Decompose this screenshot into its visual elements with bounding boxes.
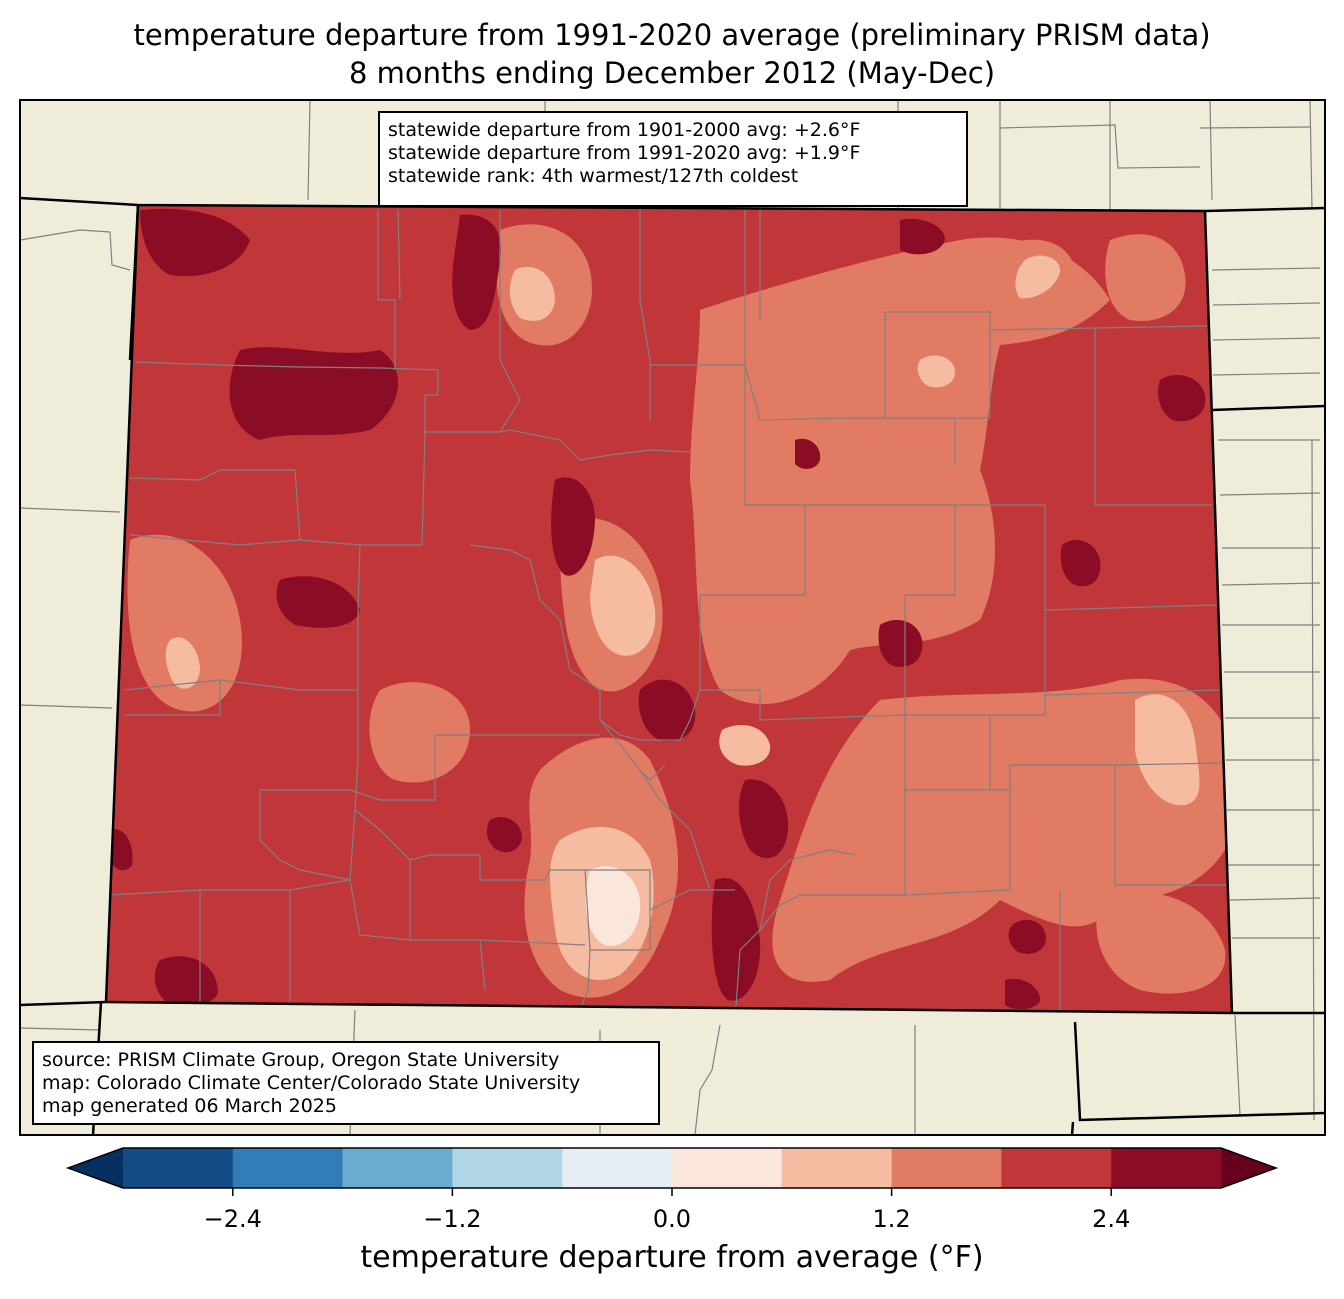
colorbar-extend-low [68, 1148, 123, 1188]
temperature-contours [108, 208, 1232, 1010]
colorbar-bin [123, 1148, 234, 1188]
contour-dark-sangre [711, 878, 761, 1001]
contour-dark-east-blob2 [878, 620, 923, 667]
colorbar-bin [562, 1148, 673, 1188]
credits-box: source: PRISM Climate Group, Oregon Stat… [32, 1041, 660, 1125]
contour-light-southeast [1135, 694, 1200, 806]
colorbar-tick-label: 0.0 [652, 1205, 692, 1233]
contour-mid-se2 [1096, 892, 1226, 994]
county-lines [107, 209, 1228, 1013]
stats-line-rank: statewide rank: 4th warmest/127th coldes… [388, 165, 799, 187]
credits-map: map: Colorado Climate Center/Colorado St… [42, 1072, 581, 1094]
colorbar-bin [342, 1148, 453, 1188]
contour-light-ne [1015, 255, 1061, 299]
contour-dark-se-blob2 [1005, 978, 1040, 1010]
colorbar-bin [672, 1148, 783, 1188]
stats-line-1901-2000: statewide departure from 1901-2000 avg: … [388, 119, 861, 141]
contour-light-central [719, 725, 771, 766]
colorbar-label: temperature departure from average (°F) [360, 1240, 984, 1275]
colorbar-tick-label: 1.2 [872, 1205, 911, 1233]
colorbar-bin [1111, 1148, 1222, 1188]
contour-dark-se-blob [1008, 919, 1046, 954]
contour-mid-east [690, 237, 1110, 705]
contour-dark-wet-mtns [738, 779, 789, 859]
contour-dark-frontrange [551, 477, 595, 576]
contour-light-west [165, 637, 200, 689]
contour-dark-central [486, 817, 522, 853]
colorbar-bin [452, 1148, 563, 1188]
colorbar-tick-label: 2.4 [1092, 1205, 1131, 1233]
colorbar-extend-high [1221, 1148, 1276, 1188]
contour-mid-sw [127, 534, 242, 712]
colorbar-tick-label: −2.4 [203, 1205, 262, 1233]
map-frame [19, 99, 1326, 1136]
colorbar-bin [891, 1148, 1002, 1188]
stats-line-1991-2020: statewide departure from 1991-2020 avg: … [388, 142, 861, 164]
contour-dark-east-blob [1060, 540, 1101, 587]
contour-dark-north [452, 214, 501, 330]
map-title-line1: temperature departure from 1991-2020 ave… [133, 18, 1211, 52]
contour-dark-nw2 [229, 347, 399, 440]
statewide-stats-box: statewide departure from 1901-2000 avg: … [378, 111, 968, 207]
colorbar-tick-label: −1.2 [423, 1205, 482, 1233]
credits-source: source: PRISM Climate Group, Oregon Stat… [42, 1049, 560, 1071]
contour-light-frontrange [590, 555, 656, 656]
contour-mid-central [369, 682, 470, 783]
credits-generated: map generated 06 March 2025 [42, 1095, 337, 1117]
contour-dark-south-central [638, 679, 696, 742]
colorbar-bin [232, 1148, 344, 1188]
contour-mid-ne [1105, 234, 1186, 321]
contour-light-east [917, 355, 955, 388]
contour-dark-southwest [154, 956, 218, 1007]
contour-lightest-sanluis [585, 866, 641, 946]
colorbar-outline [65, 1147, 1279, 1189]
contour-dark-ne-blob [1158, 375, 1206, 422]
map-title-line2: 8 months ending December 2012 (May-Dec) [348, 56, 996, 90]
colorbar-bin [1001, 1148, 1112, 1188]
contour-dark-north-east [900, 218, 945, 255]
contour-dark-west [276, 576, 360, 628]
colorbar-bin [781, 1148, 893, 1188]
colorbar [65, 1147, 1279, 1196]
contour-dark-sw2 [108, 829, 133, 871]
contour-dark-east-small [795, 438, 821, 469]
contour-mid-southeast [772, 678, 1232, 982]
contour-dark-nw [140, 208, 250, 277]
contour-light-north [509, 266, 555, 321]
